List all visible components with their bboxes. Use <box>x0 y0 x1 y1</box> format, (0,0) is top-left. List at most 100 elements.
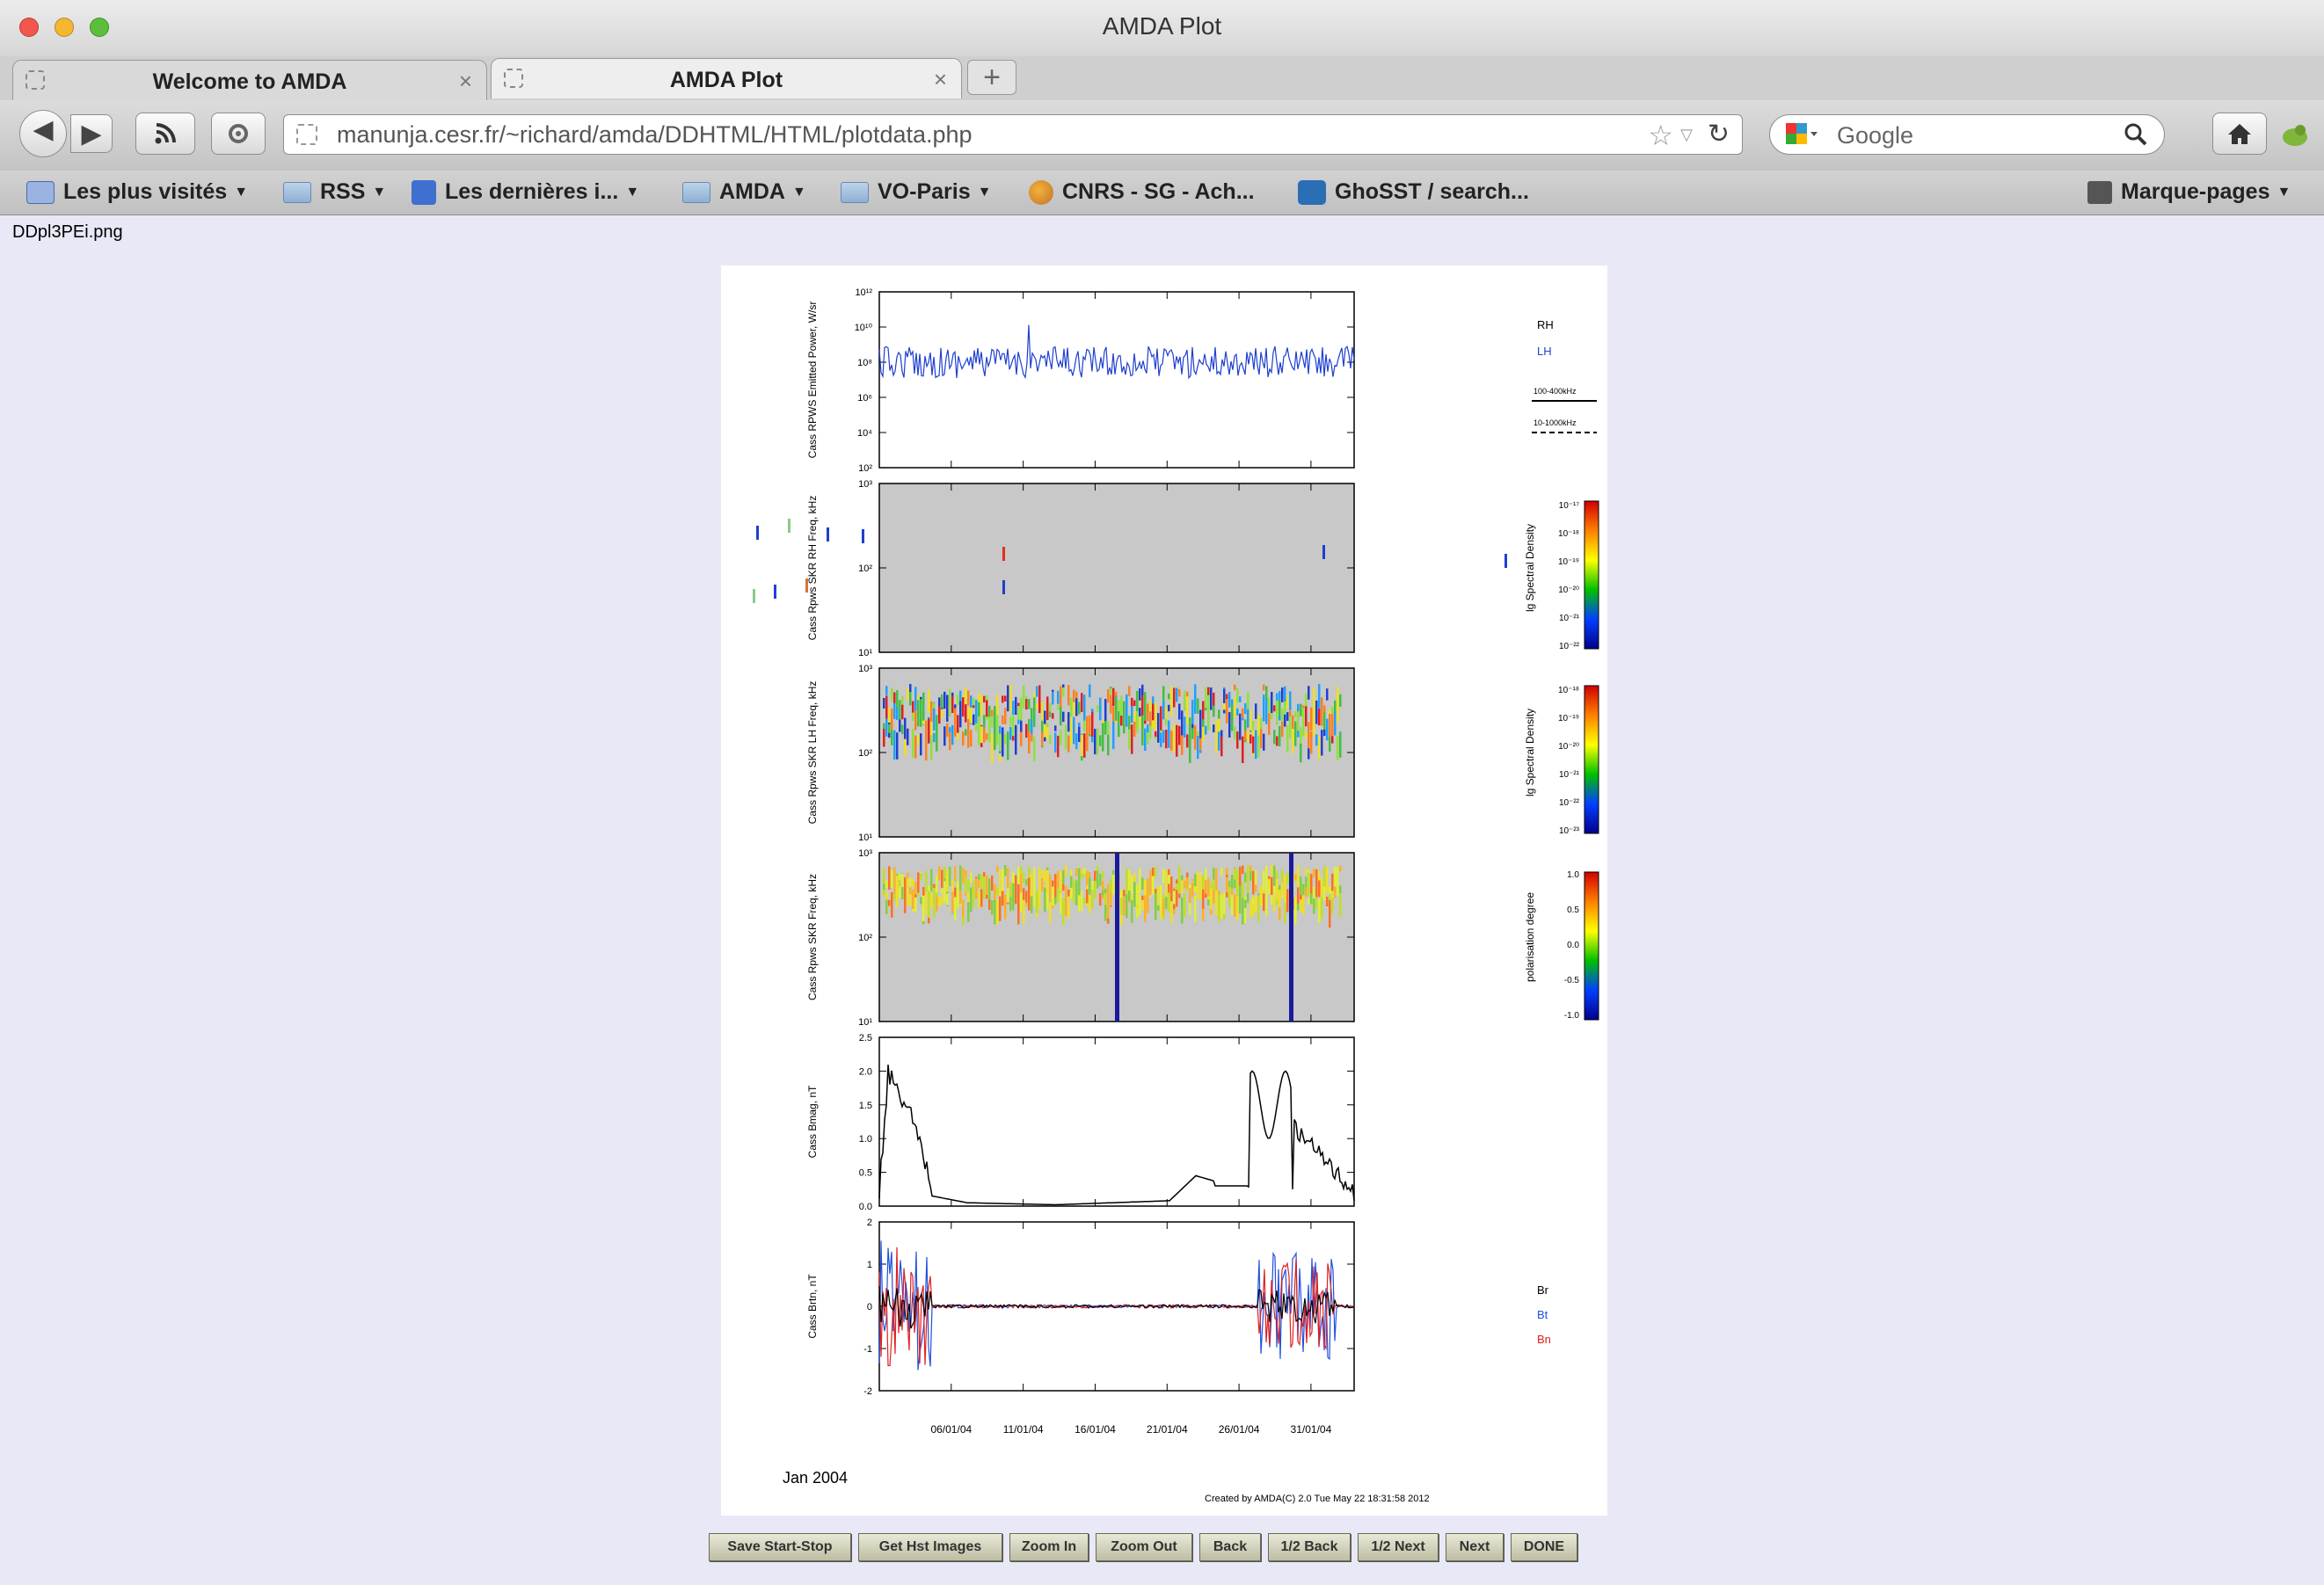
lh-spectral-mark <box>1170 686 1173 702</box>
polar-spectral-mark <box>1305 868 1308 875</box>
home-button[interactable] <box>2212 113 2267 155</box>
close-tab-icon[interactable]: × <box>933 66 947 92</box>
rss-button[interactable] <box>135 113 195 155</box>
polar-spectral-mark <box>907 878 909 906</box>
lh-spectral-mark <box>967 690 970 706</box>
lh-spectral-mark <box>1136 709 1139 733</box>
y-tick-label: 10¹ <box>858 1017 872 1028</box>
polar-spectral-mark <box>1220 894 1223 919</box>
polar-spectral-mark <box>917 872 920 893</box>
polar-spectral-mark <box>941 895 943 905</box>
lh-spectral-mark <box>1326 718 1329 741</box>
bookmark-folder-rss[interactable]: RSS ▼ <box>283 176 386 207</box>
reload-icon[interactable]: ↻ <box>1707 120 1730 149</box>
search-icon[interactable] <box>2124 122 2148 147</box>
lh-spectral-mark <box>893 730 896 760</box>
close-window-button[interactable] <box>19 18 39 37</box>
lh-spectral-mark <box>1015 724 1017 737</box>
zoom-window-button[interactable] <box>90 18 109 37</box>
polar-spectral-mark <box>1144 895 1147 922</box>
lh-spectral-mark <box>1033 736 1036 762</box>
polar-spectral-mark <box>1300 889 1302 910</box>
polar-spectral-mark <box>1323 866 1326 887</box>
bookmark-star-icon[interactable]: ☆ <box>1648 120 1673 151</box>
lh-spectral-mark <box>1305 731 1308 738</box>
forward-button[interactable]: ▶ <box>70 114 113 153</box>
save-start-stop-button[interactable]: Save Start-Stop <box>709 1533 851 1561</box>
lh-spectral-mark <box>1025 723 1028 738</box>
lh-spectral-mark <box>1089 684 1091 698</box>
greasemonkey-icon[interactable] <box>2279 120 2311 151</box>
search-bar[interactable]: Google <box>1769 114 2165 155</box>
bookmark-feed-latest[interactable]: Les dernières i... ▼ <box>412 176 639 207</box>
new-tab-button[interactable]: + <box>967 60 1016 95</box>
lh-spectral-mark <box>1036 703 1038 709</box>
lh-spectral-mark <box>1236 687 1239 703</box>
polar-spectral-mark <box>1089 895 1091 913</box>
rh-spectral-mark <box>774 585 776 599</box>
addon-button[interactable] <box>211 113 266 155</box>
bookmark-folder-amda[interactable]: AMDA ▼ <box>682 176 806 207</box>
history-dropdown-icon[interactable]: ▽ <box>1680 126 1693 143</box>
lh-spectral-mark <box>1017 717 1020 724</box>
br-trace <box>878 1285 1355 1329</box>
tab-amda-plot[interactable]: AMDA Plot × <box>491 58 962 98</box>
polar-spectral-mark <box>891 869 893 888</box>
y-tick-label: 0 <box>867 1302 872 1312</box>
polar-spectral-mark <box>1239 885 1242 914</box>
google-engine-icon[interactable] <box>1784 121 1819 148</box>
lh-spectral-mark <box>1189 733 1191 763</box>
next-button[interactable]: Next <box>1446 1533 1504 1561</box>
forward-arrow-icon: ▶ <box>81 120 102 149</box>
done-button[interactable]: DONE <box>1511 1533 1577 1561</box>
tab-welcome[interactable]: Welcome to AMDA × <box>12 60 487 100</box>
polar-spectral-mark <box>1242 898 1244 925</box>
lh-spectral-mark <box>1094 729 1096 745</box>
bookmark-most-visited[interactable]: Les plus visités ▼ <box>26 176 248 207</box>
lh-spectral-mark <box>901 724 904 735</box>
back-button[interactable]: ◀ <box>19 110 67 157</box>
zoom-in-button[interactable]: Zoom In <box>1009 1533 1089 1561</box>
legend-lh: LH <box>1537 345 1552 358</box>
polar-spectral-mark <box>996 887 999 896</box>
lh-spectral-mark <box>1139 688 1141 701</box>
polar-spectral-mark <box>1083 898 1086 905</box>
minimize-window-button[interactable] <box>55 18 74 37</box>
polar-spectral-mark <box>1176 883 1178 891</box>
lh-spectral-mark <box>896 690 899 710</box>
polar-spectral-mark <box>1131 875 1133 893</box>
lh-spectral-mark <box>1289 716 1292 738</box>
polar-spectral-mark <box>1131 899 1133 923</box>
lh-spectral-mark <box>899 700 901 720</box>
lh-spectral-mark <box>1170 695 1173 717</box>
lh-spectral-mark <box>1194 684 1197 714</box>
bookmark-folder-vo-paris[interactable]: VO-Paris ▼ <box>841 176 991 207</box>
lh-spectral-mark <box>1281 687 1284 702</box>
polar-spectral-mark <box>1281 869 1284 893</box>
half-back-button[interactable]: 1/2 Back <box>1268 1533 1351 1561</box>
lh-spectral-mark <box>965 698 967 723</box>
bookmark-cnrs[interactable]: CNRS - SG - Ach... <box>1029 176 1255 207</box>
zoom-out-button[interactable]: Zoom Out <box>1096 1533 1192 1561</box>
lh-spectral-mark <box>1133 711 1136 724</box>
half-next-button[interactable]: 1/2 Next <box>1358 1533 1439 1561</box>
lh-spectral-mark <box>1073 702 1075 716</box>
polar-spectral-mark <box>1321 897 1323 920</box>
lh-spectral-mark <box>1009 716 1012 726</box>
polar-spectral-mark <box>1260 885 1263 895</box>
polar-spectral-mark <box>991 878 994 891</box>
bookmarks-menu[interactable]: Marque-pages ▼ <box>2087 176 2291 207</box>
y-tick-label: 0.0 <box>859 1202 872 1212</box>
lh-spectral-mark <box>1012 714 1015 737</box>
lh-spectral-mark <box>1168 693 1170 700</box>
colorbar-tick-label: 10⁻²¹ <box>1559 614 1580 623</box>
url-bar[interactable]: manunja.cesr.fr/~richard/amda/DDHTML/HTM… <box>283 114 1743 155</box>
get-hst-images-button[interactable]: Get Hst Images <box>858 1533 1002 1561</box>
colorbar-tick-label: 10⁻¹⁷ <box>1559 501 1580 511</box>
lh-spectral-mark <box>1215 728 1218 753</box>
polar-spectral-mark <box>1210 888 1213 910</box>
polar-spectral-mark <box>1023 872 1025 883</box>
bookmark-ghosst[interactable]: GhoSST / search... <box>1298 176 1529 207</box>
back-button[interactable]: Back <box>1199 1533 1261 1561</box>
close-tab-icon[interactable]: × <box>458 68 472 94</box>
